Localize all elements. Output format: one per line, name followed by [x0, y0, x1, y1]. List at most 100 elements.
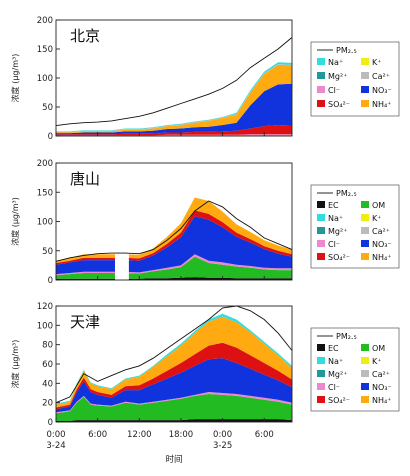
legend-box — [310, 327, 400, 412]
y-tick-label: 150 — [37, 45, 53, 55]
panel-title: 北京 — [70, 27, 100, 45]
area-om — [56, 394, 292, 421]
legend-label: K⁺ — [372, 357, 381, 366]
area-nh4 — [56, 316, 292, 408]
legend-swatch — [361, 86, 369, 93]
legend-label: NO₃⁻ — [372, 86, 392, 95]
panel-title: 天津 — [70, 313, 100, 331]
legend-label: K⁺ — [372, 58, 381, 67]
area-no3 — [56, 358, 292, 413]
legend-swatch — [361, 227, 369, 234]
area-cl — [56, 254, 292, 276]
x-axis-label: 时间 — [165, 454, 182, 465]
x-tick-sublabel: 3-25 — [213, 441, 232, 451]
x-tick-label: 18:00 — [169, 430, 194, 440]
legend-swatch — [317, 383, 325, 390]
legend-swatch — [317, 214, 325, 221]
data-gap — [115, 163, 129, 280]
legend-label: NO₃⁻ — [372, 383, 392, 392]
legend-swatch — [317, 72, 325, 79]
legend-label: SO₄²⁻ — [328, 396, 350, 405]
legend-box — [310, 41, 400, 117]
y-axis-label: 浓度 (μg/m³) — [10, 54, 20, 103]
y-tick-label: 100 — [37, 218, 53, 228]
pm25-line — [55, 200, 293, 262]
legend-swatch — [361, 72, 369, 79]
legend-box — [310, 184, 400, 269]
panel-title: 唐山 — [70, 170, 100, 188]
legend: PM₂.₅ Na⁺ K⁺ Mg²⁺ Ca²⁺ Cl⁻ NO₃⁻ SO₄²⁻ NH₄⁺ — [310, 41, 400, 117]
area-ec — [56, 419, 292, 422]
legend-swatch — [317, 344, 325, 351]
y-tick-label: 0 — [48, 276, 53, 286]
legend-label: NH₄⁺ — [372, 100, 391, 109]
legend-label: Mg²⁺ — [328, 72, 347, 81]
legend-label: NH₄⁺ — [372, 253, 391, 262]
y-tick-label: 20 — [42, 399, 53, 409]
x-tick-label: 6:00 — [88, 430, 107, 440]
legend-swatch — [317, 370, 325, 377]
legend-swatch — [361, 383, 369, 390]
legend-label: Na⁺ — [328, 357, 343, 366]
x-tick-label: 6:00 — [255, 430, 274, 440]
pm25-line — [55, 37, 293, 127]
legend-label-pm25: PM₂.₅ — [336, 189, 357, 198]
legend-swatch — [317, 253, 325, 260]
y-tick-label: 80 — [42, 341, 53, 351]
y-tick-label: 100 — [37, 74, 53, 84]
legend-swatch — [317, 240, 325, 247]
area-so42 — [56, 342, 292, 410]
legend-swatch — [317, 227, 325, 234]
area-nh4 — [56, 197, 292, 263]
x-tick-label: 0:00 — [46, 430, 65, 440]
legend-label: K⁺ — [372, 214, 381, 223]
legend-swatch — [361, 100, 369, 107]
legend-swatch — [361, 201, 369, 208]
y-tick-label: 0 — [48, 132, 53, 142]
legend: PM₂.₅ EC OM Na⁺ K⁺ Mg²⁺ Ca²⁺ Cl⁻ NO₃⁻ SO₄²⁻ NH₄⁺ — [310, 184, 400, 269]
legend-label: Mg²⁺ — [328, 227, 347, 236]
y-tick-label: 200 — [37, 159, 53, 169]
legend-swatch — [361, 58, 369, 65]
legend: PM₂.₅ EC OM Na⁺ K⁺ Mg²⁺ Ca²⁺ Cl⁻ NO₃⁻ SO₄²⁻ NH₄⁺ — [310, 327, 400, 412]
y-tick-label: 0 — [48, 418, 53, 428]
y-tick-label: 150 — [37, 188, 53, 198]
area-nh4 — [56, 64, 292, 134]
legend-swatch — [361, 357, 369, 364]
legend-label-pm25: PM₂.₅ — [336, 332, 357, 341]
y-tick-label: 50 — [42, 247, 53, 257]
legend-label: EC — [328, 344, 339, 353]
legend-label: OM — [372, 344, 385, 353]
x-tick-label: 12:00 — [127, 430, 152, 440]
y-tick-label: 40 — [42, 379, 53, 389]
y-tick-label: 200 — [37, 16, 53, 26]
legend-swatch — [361, 370, 369, 377]
legend-swatch — [317, 201, 325, 208]
y-tick-label: 120 — [37, 302, 53, 312]
legend-label-pm25: PM₂.₅ — [336, 46, 357, 55]
legend-label: Mg²⁺ — [328, 370, 347, 379]
y-tick-label: 100 — [37, 321, 53, 331]
area-so42 — [56, 125, 292, 136]
legend-label: Ca²⁺ — [372, 370, 390, 379]
legend-label: Ca²⁺ — [372, 72, 390, 81]
legend-swatch — [317, 58, 325, 65]
y-axis-label: 浓度 (μg/m³) — [10, 197, 20, 246]
legend-label: Cl⁻ — [328, 86, 340, 95]
y-tick-label: 50 — [42, 103, 53, 113]
area-no3 — [56, 216, 292, 275]
pm25-line — [55, 305, 293, 404]
legend-swatch — [361, 344, 369, 351]
legend-swatch — [361, 253, 369, 260]
legend-label: Cl⁻ — [328, 383, 340, 392]
y-tick-label: 60 — [42, 360, 53, 370]
legend-swatch — [317, 396, 325, 403]
x-tick-label: 0:00 — [213, 430, 232, 440]
legend-label: SO₄²⁻ — [328, 253, 350, 262]
legend-label: NO₃⁻ — [372, 240, 392, 249]
legend-label: NH₄⁺ — [372, 396, 391, 405]
